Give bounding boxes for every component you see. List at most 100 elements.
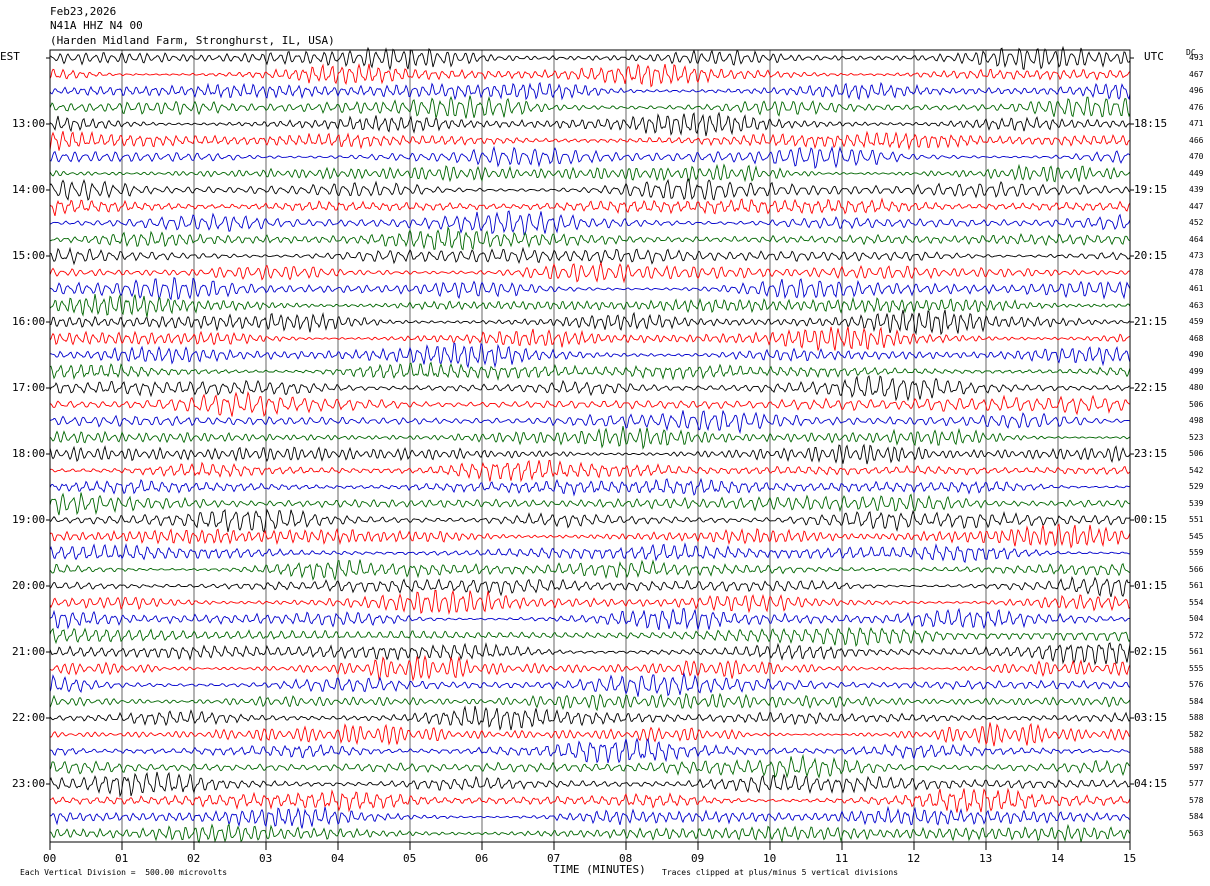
dc-value: 539 [1189, 498, 1204, 508]
left-hour-label: 17:00 [12, 381, 46, 394]
trace-row-37 [49, 654, 1131, 682]
dc-value: 554 [1189, 597, 1204, 607]
dc-value: 566 [1189, 564, 1204, 574]
dc-value: 555 [1189, 663, 1204, 673]
x-tick-label: 11 [835, 852, 849, 865]
dc-value: 470 [1189, 152, 1204, 161]
trace-row-32 [49, 576, 1131, 598]
dc-value: 551 [1189, 515, 1204, 524]
dc-value: 496 [1189, 86, 1204, 95]
dc-value: 464 [1189, 234, 1204, 244]
left-hour-label: 14:00 [12, 183, 46, 196]
trace-row-38 [49, 672, 1131, 697]
dc-value: 597 [1189, 762, 1204, 772]
trace-row-40 [49, 705, 1131, 731]
dc-value: 459 [1189, 317, 1204, 326]
right-hour-label: 00:15 [1134, 513, 1168, 526]
dc-value: 467 [1189, 69, 1204, 79]
dc-value: 461 [1189, 284, 1204, 293]
dc-value: 452 [1189, 218, 1204, 227]
trace-row-16 [49, 309, 1131, 336]
trace-row-35 [49, 626, 1131, 648]
trace-row-34 [49, 607, 1130, 631]
dc-value: 478 [1189, 267, 1204, 277]
trace-row-27 [49, 492, 1131, 516]
dc-value: 463 [1189, 300, 1204, 310]
trace-row-1 [49, 63, 1131, 88]
trace-row-6 [49, 145, 1131, 170]
x-tick-label: 00 [43, 852, 57, 865]
dc-value: 490 [1189, 350, 1204, 359]
trace-group [49, 45, 1131, 844]
trace-row-22 [49, 410, 1131, 435]
chart-station: N41A HHZ N4 00 [50, 19, 143, 32]
dc-value: 473 [1189, 251, 1204, 260]
dc-value: 576 [1189, 680, 1204, 689]
dc-value: 588 [1189, 746, 1204, 755]
x-tick-label: 08 [619, 852, 633, 865]
dc-value: 542 [1189, 465, 1204, 475]
clipping-note: Traces clipped at plus/minus 5 vertical … [662, 868, 899, 877]
trace-row-24 [49, 443, 1131, 465]
vertical-division-note: Each Vertical Division = 500.00 microvol… [20, 868, 228, 877]
left-hour-label: 16:00 [12, 315, 46, 328]
left-hour-label: 21:00 [12, 645, 46, 658]
dc-value: 529 [1189, 482, 1204, 491]
left-timezone-label: EST [0, 50, 20, 63]
trace-row-11 [49, 225, 1131, 251]
chart-location: (Harden Midland Farm, Stronghurst, IL, U… [50, 34, 335, 47]
trace-row-3 [49, 95, 1131, 119]
x-tick-label: 03 [259, 852, 273, 865]
trace-row-9 [49, 197, 1131, 217]
chart-date: Feb23,2026 [50, 5, 117, 18]
dc-value: 572 [1189, 630, 1204, 640]
trace-row-20 [49, 375, 1131, 402]
trace-row-26 [49, 477, 1130, 497]
left-hour-label: 19:00 [12, 513, 46, 526]
trace-row-8 [49, 177, 1131, 201]
trace-row-41 [49, 722, 1131, 747]
x-axis-title: TIME (MINUTES) [553, 863, 646, 876]
right-hour-label: 18:15 [1134, 117, 1168, 130]
dc-value: 504 [1189, 614, 1204, 623]
trace-row-29 [49, 523, 1131, 549]
trace-row-5 [49, 130, 1131, 151]
x-tick-label: 04 [331, 852, 345, 865]
trace-row-43 [49, 753, 1131, 779]
trace-row-14 [49, 276, 1131, 301]
x-tick-label: 06 [475, 852, 489, 865]
dc-value: 578 [1189, 795, 1204, 805]
x-tick-label: 02 [187, 852, 201, 865]
x-tick-label: 12 [907, 852, 921, 865]
right-hour-label: 19:15 [1134, 183, 1168, 196]
right-hour-label: 02:15 [1134, 645, 1168, 658]
left-hour-label: 20:00 [12, 579, 46, 592]
trace-row-15 [49, 293, 1131, 318]
dc-value: 584 [1189, 812, 1204, 821]
trace-row-44 [49, 771, 1131, 798]
plot-frame [49, 49, 1131, 843]
dc-value: 584 [1189, 696, 1204, 706]
dc-value: 499 [1189, 366, 1204, 376]
trace-row-25 [49, 459, 1131, 483]
left-hour-label: 13:00 [12, 117, 46, 130]
right-hour-label: 03:15 [1134, 711, 1168, 724]
trace-row-21 [49, 391, 1131, 417]
trace-row-2 [49, 81, 1131, 101]
dc-value: 561 [1189, 581, 1204, 590]
dc-value: 449 [1189, 168, 1204, 178]
dc-value: 466 [1189, 135, 1204, 145]
trace-row-45 [49, 787, 1131, 813]
dc-value: 561 [1189, 647, 1204, 656]
axis-group [46, 57, 1134, 850]
trace-row-19 [49, 361, 1131, 382]
trace-row-31 [49, 559, 1131, 582]
dc-value: 523 [1189, 432, 1204, 442]
dc-value: 498 [1189, 416, 1204, 425]
right-timezone-label: UTC [1144, 50, 1164, 63]
x-tick-label: 13 [979, 852, 993, 865]
trace-row-18 [49, 342, 1131, 369]
dc-value: 563 [1189, 828, 1204, 838]
dc-value: 506 [1189, 399, 1204, 409]
trace-row-33 [49, 589, 1131, 615]
